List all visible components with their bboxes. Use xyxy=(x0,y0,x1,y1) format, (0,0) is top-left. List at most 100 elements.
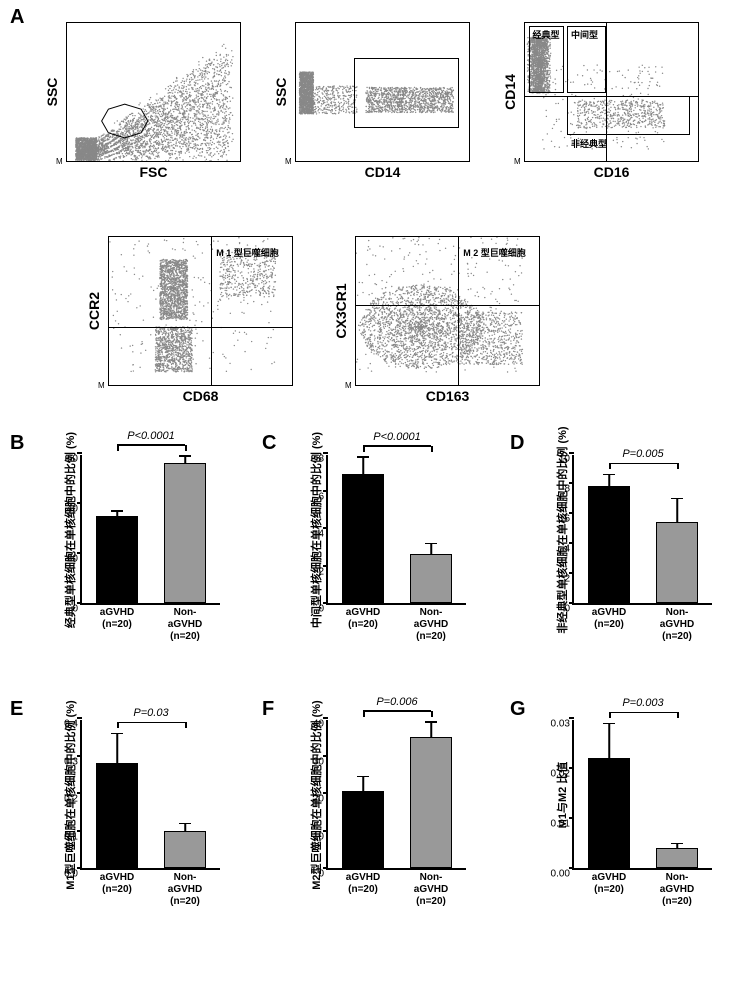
y-tick-label: 2 xyxy=(564,574,574,585)
axis-label-y: CCR2 xyxy=(86,292,102,330)
bar xyxy=(342,791,384,868)
gate-rect xyxy=(567,96,690,135)
bar xyxy=(410,737,452,868)
x-tick-n: (n=20) xyxy=(652,631,702,643)
gate-label: 中间型 xyxy=(571,28,598,41)
y-tick-label: 0.02 xyxy=(551,769,574,780)
y-tick-label: 6 xyxy=(318,491,328,502)
y-tick-label: 0.2 xyxy=(64,794,82,805)
y-tick-label: 8 xyxy=(564,484,574,495)
bar-plot-area: 0.00.10.20.30.4aGVHD(n=20)Non-aGVHD(n=20… xyxy=(80,720,220,870)
x-tick-n: (n=20) xyxy=(584,619,634,631)
gate-rect xyxy=(354,58,459,128)
panel-label-e: E xyxy=(10,698,23,721)
bar xyxy=(588,486,630,603)
y-tick-label: 4 xyxy=(564,544,574,555)
y-tick-label: 0.01 xyxy=(551,819,574,830)
x-tick-label: aGVHD xyxy=(338,607,388,619)
gate-label: 经典型 xyxy=(533,28,560,41)
y-tick-label: 10 xyxy=(313,831,328,842)
x-tick-n: (n=20) xyxy=(584,884,634,896)
axis-label-y: CD14 xyxy=(502,74,518,110)
bar-chart-b: 经典型单核细胞在单核细胞中的比例 (%)0204060aGVHD(n=20)No… xyxy=(80,455,220,605)
bar xyxy=(656,848,698,868)
x-tick-n: (n=20) xyxy=(406,896,456,908)
bar xyxy=(410,554,452,603)
axis-label-y: CX3CR1 xyxy=(333,283,349,338)
panel-label-b: B xyxy=(10,432,24,455)
y-tick-label: 0.00 xyxy=(551,869,574,880)
x-tick-label: aGVHD xyxy=(584,607,634,619)
y-tick-label: 60 xyxy=(67,454,82,465)
y-tick-label: 2 xyxy=(318,566,328,577)
bar-chart-f: M2型巨噬细胞在单核细胞中的比例 (%)010203040aGVHD(n=20)… xyxy=(326,720,466,870)
quadrant-label: M 2 型巨噬细胞 xyxy=(463,246,526,259)
y-tick-label: 0 xyxy=(318,869,328,880)
panel-label-a: A xyxy=(10,6,24,29)
scatter-plot: SSCCD14M xyxy=(295,22,470,162)
panel-label-g: G xyxy=(510,698,526,721)
y-tick-label: 0 xyxy=(564,604,574,615)
axis-label-x: FSC xyxy=(140,164,168,180)
y-tick-label: 20 xyxy=(67,554,82,565)
bar-chart-e: M1型巨噬细胞在单核细胞中的比例 (%)0.00.10.20.30.4aGVHD… xyxy=(80,720,220,870)
axis-label-x: CD16 xyxy=(594,164,630,180)
scatter-area: M 2 型巨噬细胞 xyxy=(355,236,540,386)
x-tick-label: Non-aGVHD xyxy=(160,872,210,896)
y-tick-label: 8 xyxy=(318,454,328,465)
x-tick-n: (n=20) xyxy=(338,619,388,631)
scatter-row-bottom: CCR2CD68M 1 型巨噬细胞M CX3CR1CD163M 2 型巨噬细胞M xyxy=(108,236,590,386)
bar xyxy=(164,463,206,603)
x-tick-n: (n=20) xyxy=(652,896,702,908)
bar-plot-area: 0204060aGVHD(n=20)Non-aGVHD(n=20)P<0.000… xyxy=(80,455,220,605)
bar xyxy=(342,474,384,603)
x-tick-label: aGVHD xyxy=(584,872,634,884)
axis-label-y: SSC xyxy=(44,78,60,107)
x-tick-label: Non-aGVHD xyxy=(652,872,702,896)
gate-label: 非经典型 xyxy=(571,137,607,150)
scatter-plot: SSCFSCM xyxy=(66,22,241,162)
y-tick-label: 0.0 xyxy=(64,869,82,880)
y-tick-label: 0.4 xyxy=(64,719,82,730)
panel-label-c: C xyxy=(262,432,276,455)
x-tick-n: (n=20) xyxy=(92,619,142,631)
p-value-label: P=0.003 xyxy=(588,697,698,709)
x-tick-n: (n=20) xyxy=(406,631,456,643)
x-tick-label: Non-aGVHD xyxy=(160,607,210,631)
y-tick-label: 0.1 xyxy=(64,831,82,842)
axis-label-y: SSC xyxy=(273,78,289,107)
x-tick-n: (n=20) xyxy=(160,631,210,643)
x-tick-label: Non-aGVHD xyxy=(406,872,456,896)
x-tick-n: (n=20) xyxy=(338,884,388,896)
bar xyxy=(588,758,630,868)
bar xyxy=(96,763,138,868)
axis-label-x: CD14 xyxy=(365,164,401,180)
scatter-area xyxy=(66,22,241,162)
bar xyxy=(164,831,206,869)
x-tick-label: Non-aGVHD xyxy=(652,607,702,631)
bar-plot-area: 0.000.010.020.03aGVHD(n=20)Non-aGVHD(n=2… xyxy=(572,720,712,870)
y-tick-label: 40 xyxy=(67,504,82,515)
scatter-area xyxy=(295,22,470,162)
x-tick-label: Non-aGVHD xyxy=(406,607,456,631)
scatter-plot: CX3CR1CD163M 2 型巨噬细胞M xyxy=(355,236,540,386)
y-tick-label: 4 xyxy=(318,529,328,540)
y-tick-label: 30 xyxy=(313,756,328,767)
y-tick-label: 10 xyxy=(559,454,574,465)
x-tick-n: (n=20) xyxy=(92,884,142,896)
p-value-label: P<0.0001 xyxy=(96,430,206,442)
y-tick-label: 0 xyxy=(72,604,82,615)
axis-label-x: CD163 xyxy=(426,388,470,404)
x-tick-label: aGVHD xyxy=(92,872,142,884)
quadrant-label: M 1 型巨噬细胞 xyxy=(216,246,279,259)
bar xyxy=(96,516,138,604)
bar-plot-area: 010203040aGVHD(n=20)Non-aGVHD(n=20)P=0.0… xyxy=(326,720,466,870)
x-tick-n: (n=20) xyxy=(160,896,210,908)
scatter-plot: CCR2CD68M 1 型巨噬细胞M xyxy=(108,236,293,386)
p-value-label: P=0.006 xyxy=(342,696,452,708)
scatter-plot: CD14CD16经典型中间型非经典型M xyxy=(524,22,699,162)
y-tick-label: 40 xyxy=(313,719,328,730)
panel-label-d: D xyxy=(510,432,524,455)
p-value-label: P=0.03 xyxy=(96,707,206,719)
bar-chart-d: 非经典型单核细胞在单核细胞中的比例 (%)0246810aGVHD(n=20)N… xyxy=(572,455,712,605)
